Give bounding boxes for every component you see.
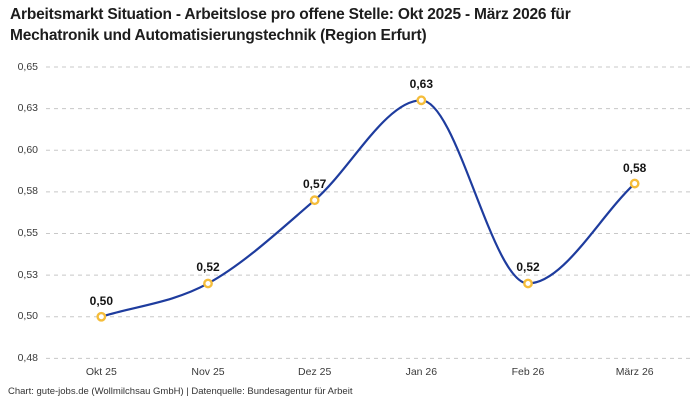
x-axis-tick-label: Jan 26 xyxy=(405,366,438,378)
data-point-marker xyxy=(96,311,107,322)
y-axis-tick-label: 0,48 xyxy=(17,351,38,364)
trend-line xyxy=(100,99,636,318)
y-axis-tick-label: 0,58 xyxy=(17,185,38,198)
chart-title: Arbeitsmarkt Situation - Arbeitslose pro… xyxy=(10,4,670,46)
data-point-marker xyxy=(523,278,533,289)
x-axis-tick-label: Okt 25 xyxy=(85,366,117,378)
y-axis-tick-label: 0,50 xyxy=(17,310,38,323)
data-point-label: 0,57 xyxy=(302,177,327,192)
y-axis-tick-label: 0,65 xyxy=(17,60,38,73)
data-point-label: 0,50 xyxy=(89,293,113,308)
data-point-label: 0,52 xyxy=(516,260,540,275)
chart-title-line-1: Arbeitsmarkt Situation - Arbeitslose pro… xyxy=(10,6,571,23)
x-axis-tick-label: März 26 xyxy=(615,366,654,378)
y-axis-tick-label: 0,53 xyxy=(17,268,38,281)
y-axis-tick-label: 0,63 xyxy=(17,102,38,115)
data-point-marker xyxy=(416,95,427,106)
data-point-label: 0,58 xyxy=(622,160,647,175)
data-point-label: 0,52 xyxy=(196,260,220,275)
y-axis-tick-label: 0,55 xyxy=(17,227,38,239)
data-point-marker xyxy=(203,278,213,289)
data-point-label: 0,63 xyxy=(409,77,433,92)
y-axis-tick-label: 0,60 xyxy=(17,143,38,156)
data-point-marker xyxy=(629,178,640,189)
x-axis-tick-label: Feb 26 xyxy=(511,366,545,378)
data-point-marker xyxy=(309,195,320,206)
chart-footer: Chart: gute-jobs.de (Wollmilchsau GmbH) … xyxy=(8,386,353,397)
x-axis-tick-label: Nov 25 xyxy=(191,366,225,378)
chart-title-line-2: Mechatronik und Automatisierungstechnik … xyxy=(10,27,427,44)
x-axis-tick-label: Dez 25 xyxy=(298,366,332,378)
